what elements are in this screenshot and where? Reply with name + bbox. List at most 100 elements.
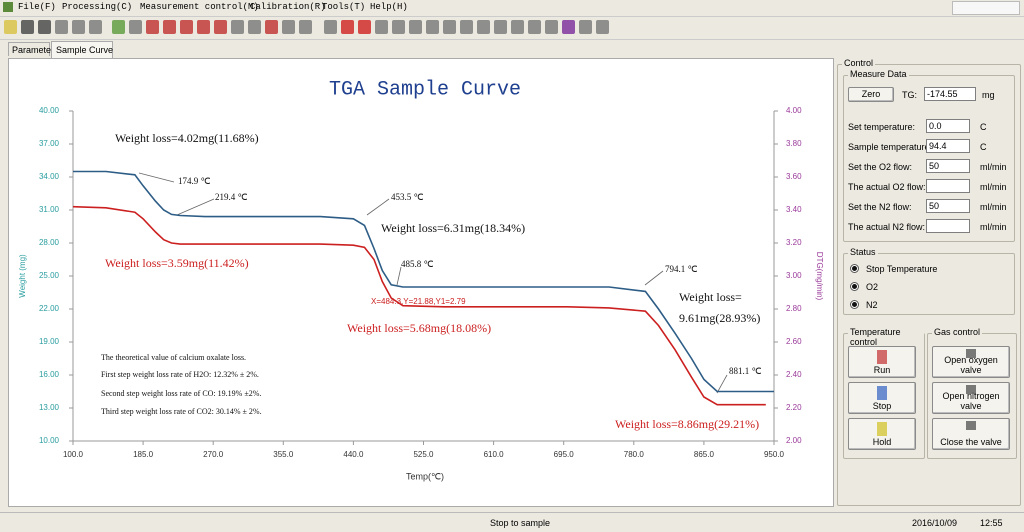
y2-tick-label: 2.20 — [786, 403, 802, 412]
toolbar-icon[interactable] — [163, 20, 176, 34]
button-icon — [966, 349, 976, 358]
toolbar-icon[interactable] — [38, 20, 51, 34]
toolbar-icon[interactable] — [358, 20, 371, 34]
annotation: 881.1 ℃ — [729, 366, 762, 376]
button-label: Open oxygen valve — [944, 355, 998, 375]
x-tick-label: 780.0 — [624, 450, 645, 459]
toolbar-icon[interactable] — [477, 20, 490, 34]
field-label: Sample temperature: — [848, 142, 933, 152]
temperature-control-group: Temperature control — [843, 327, 925, 459]
field-input: 94.4 — [926, 139, 970, 153]
status-indicator — [850, 264, 859, 273]
window-buttons[interactable] — [952, 1, 1020, 15]
menu-item[interactable]: Calibration(R) — [250, 2, 326, 12]
leader-line — [396, 266, 402, 286]
button-label: Hold — [872, 437, 892, 447]
menu-item[interactable]: File(F) — [18, 2, 56, 12]
toolbar-icon[interactable] — [392, 20, 405, 34]
toolbar-icon[interactable] — [494, 20, 507, 34]
toolbar-icon[interactable] — [248, 20, 261, 34]
toolbar-icon[interactable] — [282, 20, 295, 34]
toolbar-icon[interactable] — [4, 20, 17, 34]
annotation: 485.8 ℃ — [401, 259, 434, 269]
toolbar-icon[interactable] — [180, 20, 193, 34]
x-tick-label: 525.0 — [413, 450, 434, 459]
gas-button[interactable]: Close the valve — [932, 418, 1010, 450]
toolbar-icon[interactable] — [562, 20, 575, 34]
y-tick-label: 16.00 — [39, 370, 60, 379]
toolbar-icon[interactable] — [89, 20, 102, 34]
toolbar-icon[interactable] — [21, 20, 34, 34]
toolbar-icon[interactable] — [214, 20, 227, 34]
toolbar-icon[interactable] — [443, 20, 456, 34]
y-tick-label: 19.00 — [39, 337, 60, 346]
menu-item[interactable]: Measurement control(M) — [140, 2, 259, 12]
y-tick-label: 31.00 — [39, 205, 60, 214]
field-input: 50 — [926, 199, 970, 213]
temp-button[interactable]: Stop — [848, 382, 916, 414]
toolbar-icon[interactable] — [426, 20, 439, 34]
status-text: Stop to sample — [490, 518, 551, 528]
tab[interactable]: Parameter — [8, 42, 54, 56]
field-label: The actual N2 flow: — [848, 222, 926, 232]
y2-tick-label: 2.60 — [786, 337, 802, 346]
toolbar-icon[interactable] — [129, 20, 142, 34]
temp-button[interactable]: Run — [848, 346, 916, 378]
toolbar-icon[interactable] — [596, 20, 609, 34]
group-title: Gas control — [932, 327, 983, 337]
toolbar-icon[interactable] — [265, 20, 278, 34]
y2-tick-label: 2.40 — [786, 370, 802, 379]
annotation: Weight loss=6.31mg(18.34%) — [381, 221, 525, 235]
group-title: Status — [848, 247, 878, 257]
notes: The theoretical value of calcium oxalate… — [101, 353, 262, 416]
annotation: 9.61mg(28.93%) — [679, 311, 760, 325]
toolbar-icon[interactable] — [324, 20, 337, 34]
data-line — [72, 205, 766, 406]
button-icon — [877, 350, 887, 364]
y2-tick-label: 3.40 — [786, 205, 802, 214]
temp-button[interactable]: Hold — [848, 418, 916, 450]
toolbar-icon[interactable] — [72, 20, 85, 34]
toolbar-icon[interactable] — [375, 20, 388, 34]
y-axis-label: Weight (mg) — [18, 254, 27, 298]
group-title: Measure Data — [848, 69, 909, 79]
menu-item[interactable]: Tools(T) — [322, 2, 366, 12]
y-tick-label: 28.00 — [39, 238, 60, 247]
toolbar-icon[interactable] — [197, 20, 210, 34]
toolbar-icon[interactable] — [511, 20, 524, 34]
annotation: 174.9 ℃ — [178, 176, 211, 186]
zero-button[interactable]: Zero — [848, 87, 894, 102]
toolbar-icon[interactable] — [341, 20, 354, 34]
y2-tick-label: 3.80 — [786, 139, 802, 148]
annotation: 794.1 ℃ — [665, 264, 698, 274]
toolbar-icon[interactable] — [545, 20, 558, 34]
field-label: Set the O2 flow: — [848, 162, 913, 172]
tab-label: Parameter — [12, 45, 55, 55]
toolbar-icon[interactable] — [528, 20, 541, 34]
button-label: Zero — [861, 89, 881, 99]
toolbar-icon[interactable] — [579, 20, 592, 34]
x-tick-label: 270.0 — [203, 450, 224, 459]
toolbar-icon[interactable] — [299, 20, 312, 34]
y2-tick-label: 3.00 — [786, 271, 802, 280]
button-label: Stop — [872, 401, 892, 411]
toolbar-icon[interactable] — [146, 20, 159, 34]
gas-button[interactable]: Open oxygen valve — [932, 346, 1010, 378]
toolbar-icon[interactable] — [231, 20, 244, 34]
toolbar-icon[interactable] — [55, 20, 68, 34]
y2-tick-label: 4.00 — [786, 106, 802, 115]
y2-tick-label: 2.80 — [786, 304, 802, 313]
button-icon — [877, 386, 887, 400]
menu-item[interactable]: Help(H) — [370, 2, 408, 12]
tab-selected[interactable]: Sample Curve — [51, 41, 113, 58]
toolbar-icon[interactable] — [409, 20, 422, 34]
leader-line — [366, 198, 390, 216]
note: Second step weight loss rate of CO: 19.1… — [101, 389, 261, 398]
menu-item[interactable]: Processing(C) — [62, 2, 133, 12]
leader-line — [644, 270, 664, 286]
measure-data-group: Measure Data — [843, 69, 1015, 242]
toolbar-icon[interactable] — [460, 20, 473, 34]
gas-button[interactable]: Open nitrogen valve — [932, 382, 1010, 414]
toolbar-icon[interactable] — [112, 20, 125, 34]
field-input: 0.0 — [926, 119, 970, 133]
